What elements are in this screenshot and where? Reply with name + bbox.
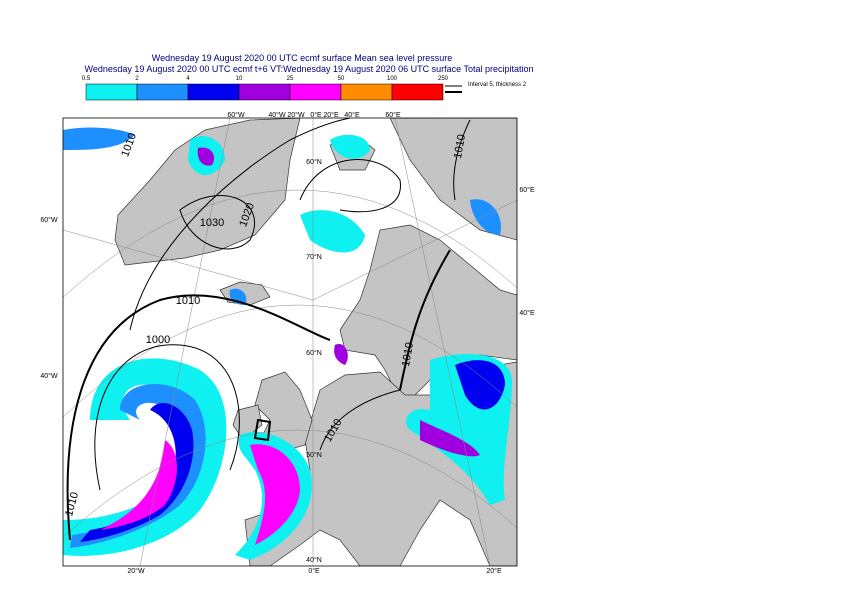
isobars xyxy=(66,118,471,541)
isobar-label: 1000 xyxy=(146,334,170,346)
legend-label: 50 xyxy=(338,76,345,82)
latitude-label: 60°N xyxy=(306,349,322,357)
latitude-label: 70°N xyxy=(306,253,322,261)
legend-label: 100 xyxy=(387,76,398,82)
legend-label: 250 xyxy=(438,76,449,82)
longitude-label: 40°E xyxy=(519,309,535,317)
longitude-label: 20°E xyxy=(323,111,339,119)
legend-swatch xyxy=(238,83,291,101)
latitude-label: 40°N xyxy=(306,556,322,564)
isobar-label: 1030 xyxy=(200,217,224,229)
map-content xyxy=(63,118,517,566)
legend-label: 2 xyxy=(135,76,139,82)
latitude-label: 60°N xyxy=(306,158,322,166)
isobar-label: 1010 xyxy=(176,295,200,307)
legend: Interval 5, thickness 2 0.5 2 4 10 25 50 100 25… xyxy=(82,76,527,101)
longitude-label: 60°E xyxy=(385,111,401,119)
legend-swatch xyxy=(85,83,138,101)
isobar-label: 1010 xyxy=(452,133,468,159)
title-line: Wednesday 19 August 2020 00 UTC ecmf t+6… xyxy=(84,64,533,74)
title-line: Wednesday 19 August 2020 00 UTC ecmf sur… xyxy=(152,53,453,63)
map-border xyxy=(62,117,518,567)
legend-label: 10 xyxy=(236,76,243,82)
longitude-label: 20°W xyxy=(287,111,305,119)
legend-label: 4 xyxy=(186,76,190,82)
isobar-label: 1010 xyxy=(400,341,416,367)
longitude-label: 60°W xyxy=(227,111,245,119)
longitude-label: 20°W xyxy=(127,567,145,575)
longitude-label: 20°E xyxy=(486,567,502,575)
precipitation xyxy=(63,127,512,560)
longitude-label: 40°E xyxy=(344,111,360,119)
graticule xyxy=(63,118,517,566)
legend-swatch xyxy=(136,83,189,101)
longitude-label: 60°E xyxy=(519,186,535,194)
longitude-label: 40°W xyxy=(268,111,286,119)
legend-swatch xyxy=(187,83,240,101)
latitude-label: 50°N xyxy=(306,451,322,459)
map-frame xyxy=(62,117,518,567)
legend-label: 0.5 xyxy=(82,76,91,82)
legend-swatch xyxy=(391,83,444,101)
legend-label: 25 xyxy=(287,76,294,82)
longitude-label: 60°W xyxy=(40,216,58,224)
legend-swatch xyxy=(289,83,342,101)
longitude-label: 0°E xyxy=(310,111,322,119)
longitude-label: 0°E xyxy=(308,567,320,575)
contour-note: Interval 5, thickness 2 xyxy=(468,82,527,88)
longitude-label: 40°W xyxy=(40,372,58,380)
legend-swatch xyxy=(340,83,393,101)
highlight-box xyxy=(253,418,272,442)
